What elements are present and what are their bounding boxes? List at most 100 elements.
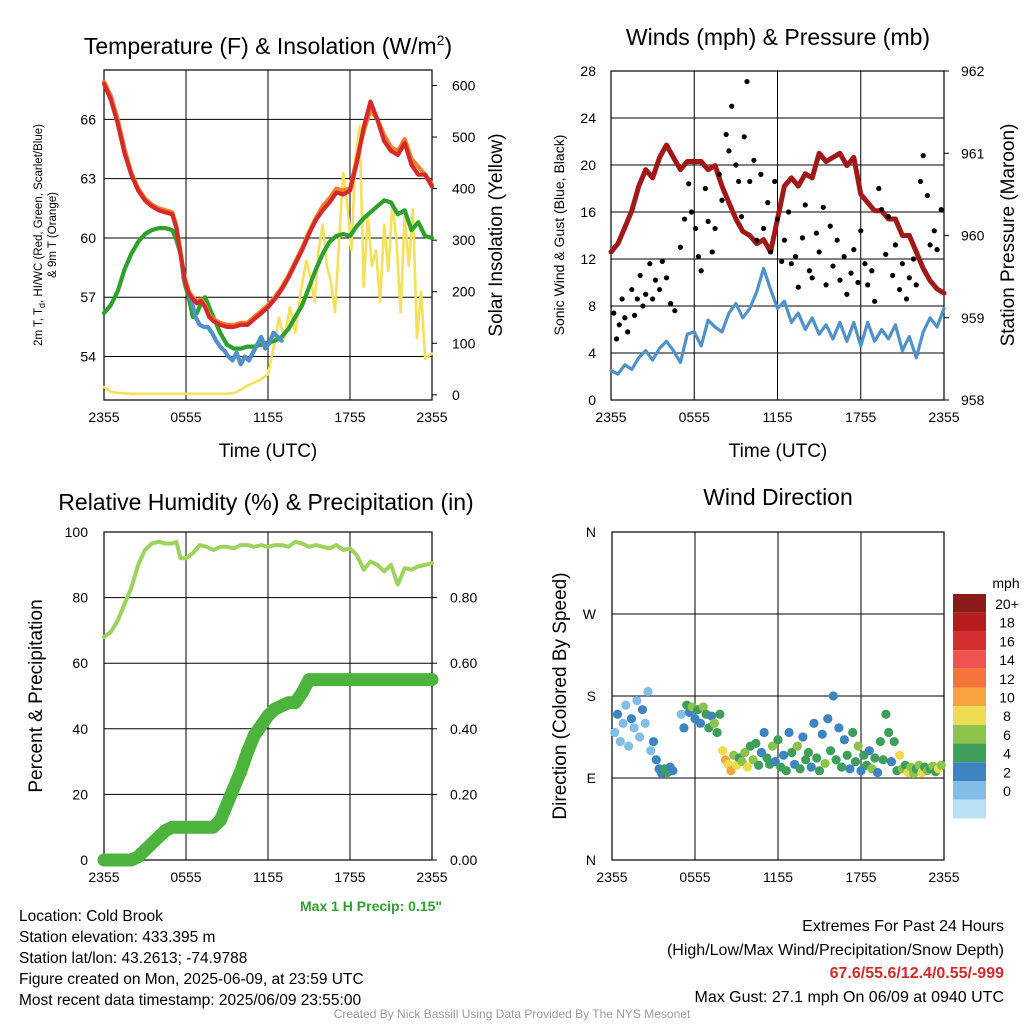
y-axis-label: Percent & Precipitation: [26, 599, 47, 792]
x-tick-label: 1755: [845, 869, 876, 885]
x-tick-label: 1155: [763, 869, 793, 885]
direction-point: [936, 760, 946, 770]
legend-label: 0: [1003, 783, 1011, 799]
gust-point: [616, 322, 622, 328]
gust-point: [640, 303, 646, 309]
direction-point: [718, 746, 728, 756]
direction-point: [781, 766, 791, 776]
gust-point: [719, 197, 725, 203]
direction-point: [864, 746, 874, 756]
direction-point: [740, 747, 750, 758]
gust-point: [781, 237, 788, 243]
direction-point: [848, 727, 858, 738]
direction-point: [778, 750, 789, 760]
gust-point: [631, 312, 638, 318]
gust-point: [677, 244, 683, 250]
direction-point: [806, 762, 816, 772]
y-label-sub: d: [37, 303, 47, 308]
gust-point: [795, 284, 801, 290]
y2-tick-label: 960: [961, 228, 985, 244]
gust-point: [872, 298, 878, 304]
humidity-precip-chart: 0 20 40 60 80 100 0.00 0.20 0.40 0.60 0.80 2355 0555…: [26, 489, 477, 914]
gust-point: [702, 185, 708, 192]
gust-point: [834, 237, 840, 243]
legend-label: 2: [1003, 764, 1011, 780]
gust-point: [688, 209, 695, 215]
x-tick-label: 2355: [416, 869, 447, 885]
gust-point: [816, 249, 822, 255]
direction-point: [873, 767, 883, 778]
y2-tick-label: 962: [961, 63, 985, 79]
y2-tick-label: 959: [961, 310, 985, 326]
y-tick-label: 60: [72, 655, 88, 671]
direction-point: [624, 741, 634, 751]
direction-point: [845, 764, 855, 774]
direction-point: [626, 714, 636, 724]
y-tick-label: 100: [65, 524, 89, 540]
direction-point: [839, 735, 850, 745]
gust-point: [883, 251, 889, 257]
direction-point: [715, 709, 725, 719]
direction-point: [828, 691, 838, 701]
gust-point: [744, 78, 750, 85]
direction-point: [612, 709, 623, 719]
gust-point: [765, 200, 771, 206]
gust-point: [767, 249, 774, 255]
y-axis-label: 2m T, Td, HI/WC (Red, Green, Scarlet/Blu…: [33, 124, 47, 346]
chart-title: Winds (mph) & Pressure (mb): [626, 24, 930, 50]
extremes-values: 67.6/55.6/12.4/0.55/-999: [829, 965, 1004, 982]
direction-point: [615, 736, 625, 747]
gust-point: [736, 178, 742, 185]
gust-point: [830, 263, 836, 269]
plot-frame: [611, 531, 945, 861]
gust-point: [774, 216, 781, 222]
gust-point: [652, 277, 659, 283]
direction-point: [814, 766, 825, 776]
x-tick-label: 1755: [334, 409, 365, 425]
legend-label: 20+: [995, 596, 1019, 612]
x-tick-label: 2355: [88, 409, 119, 425]
y-tick-label: 0: [80, 852, 88, 868]
direction-point: [823, 714, 833, 724]
direction-point: [707, 711, 717, 721]
direction-point: [759, 727, 769, 738]
direction-point: [809, 718, 819, 728]
direction-point: [795, 764, 805, 774]
gust-point: [841, 254, 847, 260]
gust-point: [913, 282, 919, 288]
y2-tick-label: 0.40: [450, 721, 477, 737]
legend-label: 14: [999, 652, 1015, 668]
gust-point: [779, 258, 785, 264]
y-tick-label: 63: [80, 171, 96, 187]
gust-point: [693, 225, 699, 232]
direction-point: [709, 718, 719, 728]
gust-point: [741, 134, 747, 140]
x-tick-label: 2355: [928, 869, 959, 885]
gust-point: [927, 242, 933, 248]
y-tick-label: 66: [80, 111, 96, 127]
direction-point: [651, 755, 661, 765]
legend-label: 12: [999, 671, 1015, 687]
gust-point: [738, 214, 745, 220]
gust-point: [806, 268, 813, 274]
y-tick-label: 20: [580, 157, 596, 173]
direction-point: [676, 709, 686, 719]
gust-point: [629, 286, 635, 293]
direction-point: [834, 723, 844, 733]
x-tick-label: 1155: [253, 869, 283, 885]
y-tick-label: 8: [588, 298, 596, 314]
legend-swatch: [953, 706, 986, 725]
y-axis-label: Direction (Colored By Speed): [550, 572, 571, 819]
y2-tick-label: 958: [961, 392, 985, 408]
gust-point: [698, 268, 704, 274]
gust-point: [910, 256, 917, 262]
x-tick-label: 1755: [334, 869, 365, 885]
gust-point: [613, 336, 620, 342]
y-tick-label: 16: [580, 204, 596, 220]
gust-point: [865, 282, 871, 288]
direction-point: [635, 732, 645, 742]
direction-point: [889, 736, 899, 747]
y-tick-label: W: [583, 606, 597, 622]
gust-point: [786, 209, 792, 215]
gust-point: [723, 131, 729, 138]
